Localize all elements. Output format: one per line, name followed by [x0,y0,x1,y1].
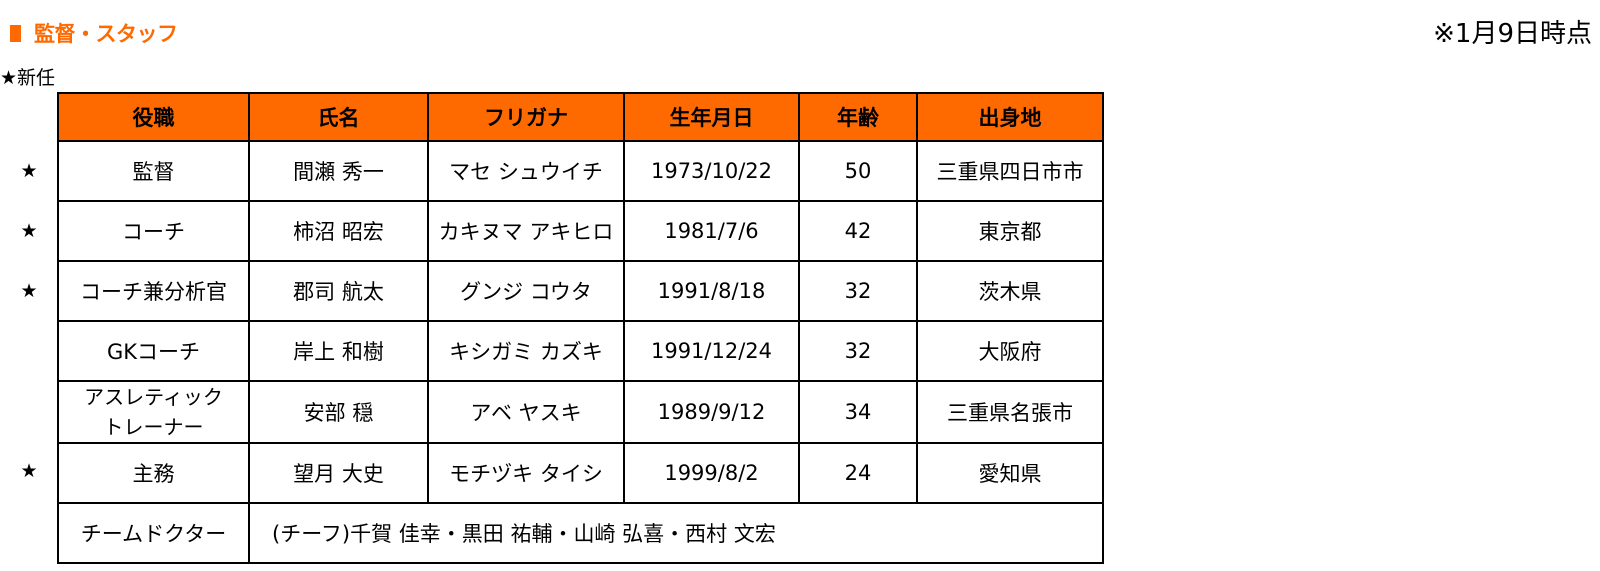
age-cell: 32 [798,260,918,322]
kana-cell: アベ ヤスキ [427,380,625,444]
table-row: GKコーチ 岸上 和樹 キシガミ カズキ 1991/12/24 32 大阪府 [57,320,1104,382]
kana-cell: グンジ コウタ [427,260,625,322]
new-marker: ★ [20,280,38,302]
role-cell: アスレティック トレーナー [57,380,250,444]
hometown-cell: 愛知県 [916,442,1104,504]
new-marker [0,381,58,441]
age-cell: 50 [798,140,918,202]
hometown-cell: 東京都 [916,200,1104,262]
hometown-cell: 三重県名張市 [916,380,1104,444]
age-cell: 24 [798,442,918,504]
role-cell: 監督 [57,140,250,202]
birthdate-cell: 1991/12/24 [623,320,800,382]
column-header-birthdate: 生年月日 [623,92,800,142]
role-cell: コーチ兼分析官 [57,260,250,322]
table-row: コーチ兼分析官 郡司 航太 グンジ コウタ 1991/8/18 32 茨木県 [57,260,1104,322]
new-marker: ★ [20,460,38,482]
name-cell: 間瀬 秀一 [248,140,429,202]
column-header-hometown: 出身地 [916,92,1104,142]
kana-cell: マセ シュウイチ [427,140,625,202]
birthdate-cell: 1999/8/2 [623,442,800,504]
column-header-age: 年齢 [798,92,918,142]
team-doctor-names: (チーフ)千賀 佳幸・黒田 祐輔・山崎 弘喜・西村 文宏 [248,502,1104,564]
table-row: アスレティック トレーナー 安部 穏 アベ ヤスキ 1989/9/12 34 三重… [57,380,1104,444]
new-marker: ★ [20,220,38,242]
role-cell: コーチ [57,200,250,262]
role-cell: チームドクター [57,502,250,564]
birthdate-cell: 1973/10/22 [623,140,800,202]
age-cell: 32 [798,320,918,382]
name-cell: 安部 穏 [248,380,429,444]
new-marker [0,321,58,381]
role-line-1: アスレティック [84,385,223,409]
as-of-date: ※1月9日時点 [1433,19,1592,49]
role-cell: GKコーチ [57,320,250,382]
table-row: 主務 望月 大史 モチヅキ タイシ 1999/8/2 24 愛知県 [57,442,1104,504]
name-cell: 郡司 航太 [248,260,429,322]
age-cell: 42 [798,200,918,262]
hometown-cell: 大阪府 [916,320,1104,382]
hometown-cell: 茨木県 [916,260,1104,322]
name-cell: 柿沼 昭宏 [248,200,429,262]
table-row: コーチ 柿沼 昭宏 カキヌマ アキヒロ 1981/7/6 42 東京都 [57,200,1104,262]
kana-cell: モチヅキ タイシ [427,442,625,504]
table-row-team-doctor: チームドクター (チーフ)千賀 佳幸・黒田 祐輔・山崎 弘喜・西村 文宏 [57,502,1104,564]
new-marker: ★ [20,160,38,182]
hometown-cell: 三重県四日市市 [916,140,1104,202]
new-marker-column: ★ ★ ★ ★ [0,141,58,501]
staff-table: 役職 氏名 フリガナ 生年月日 年齢 出身地 監督 間瀬 秀一 マセ シュウイチ… [57,92,1104,564]
section-header: 監督・スタッフ [10,16,178,50]
table-header-row: 役職 氏名 フリガナ 生年月日 年齢 出身地 [57,92,1104,142]
role-cell: 主務 [57,442,250,504]
section-title: 監督・スタッフ [34,22,178,46]
column-header-name: 氏名 [248,92,429,142]
age-cell: 34 [798,380,918,444]
table-row: 監督 間瀬 秀一 マセ シュウイチ 1973/10/22 50 三重県四日市市 [57,140,1104,202]
name-cell: 岸上 和樹 [248,320,429,382]
orange-square-icon [10,24,21,42]
name-cell: 望月 大史 [248,442,429,504]
kana-cell: カキヌマ アキヒロ [427,200,625,262]
birthdate-cell: 1991/8/18 [623,260,800,322]
birthdate-cell: 1981/7/6 [623,200,800,262]
kana-cell: キシガミ カズキ [427,320,625,382]
column-header-kana: フリガナ [427,92,625,142]
birthdate-cell: 1989/9/12 [623,380,800,444]
role-line-2: トレーナー [103,415,204,439]
column-header-role: 役職 [57,92,250,142]
new-appointment-legend: ★新任 [0,67,56,89]
